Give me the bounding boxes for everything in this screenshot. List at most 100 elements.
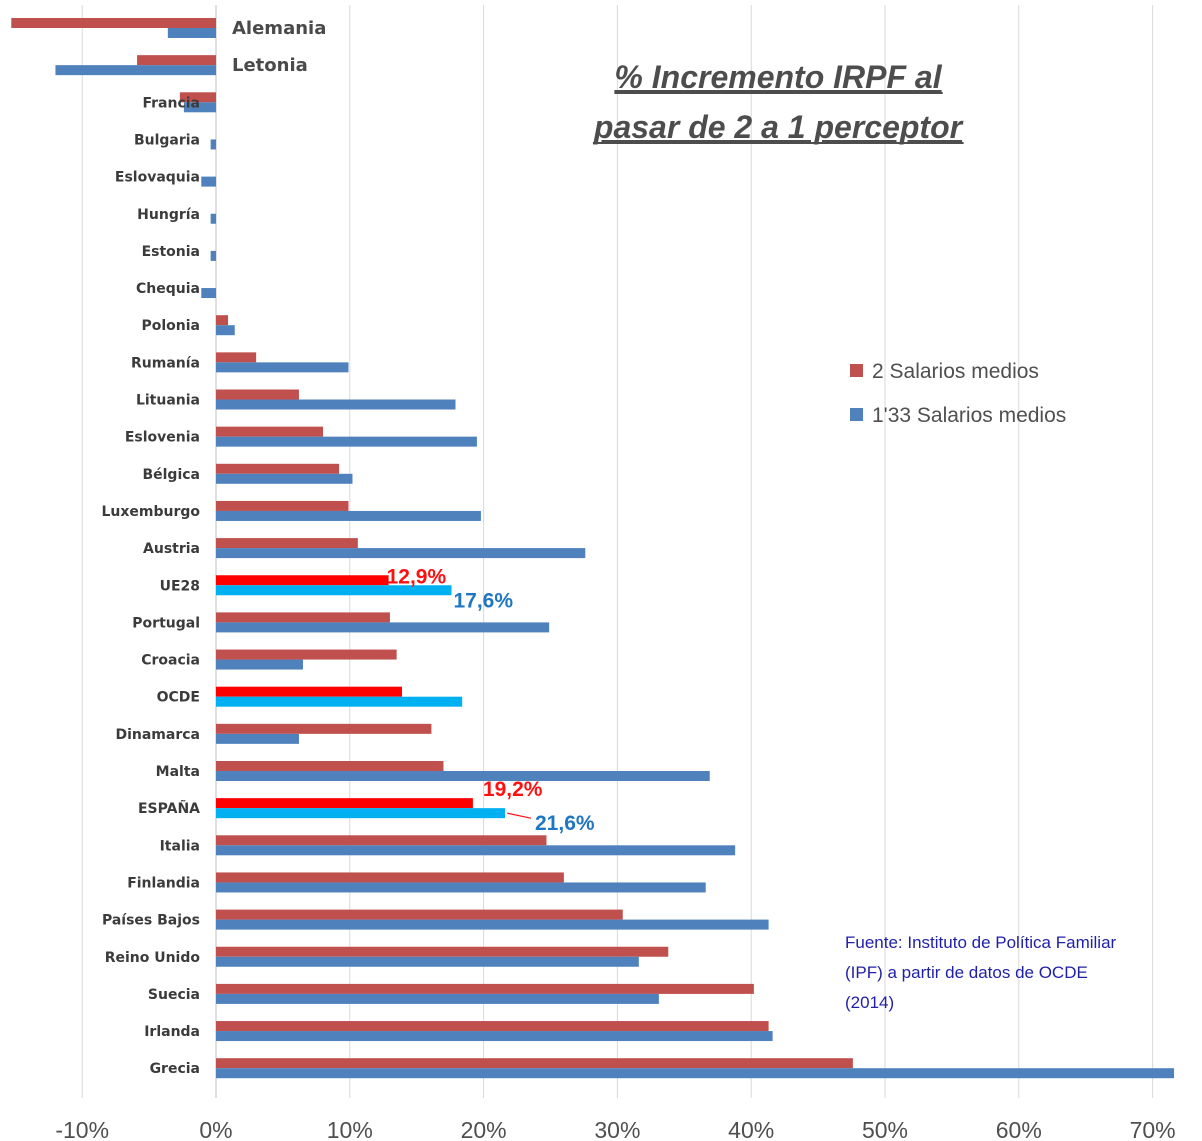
bar-chequia-series-2 bbox=[201, 288, 216, 299]
data-label-espana-series-1: 19,2% bbox=[483, 778, 543, 801]
annotation-leader-line bbox=[506, 812, 532, 819]
bar-suecia-series-1 bbox=[216, 983, 754, 994]
bar-eslovenia-series-1 bbox=[216, 426, 324, 437]
category-label: Polonia bbox=[141, 318, 200, 334]
bar-finlandia-series-2 bbox=[216, 882, 706, 893]
source-note-line-1: Fuente: Instituto de Política Familiar bbox=[845, 933, 1117, 952]
category-label: Luxemburgo bbox=[101, 504, 200, 520]
data-label-ue28-series-2: 17,6% bbox=[453, 589, 513, 612]
bar-finlandia-series-1 bbox=[216, 872, 564, 883]
bar-francia-series-1 bbox=[179, 92, 216, 103]
legend: 2 Salarios medios 1'33 Salarios medios bbox=[850, 360, 1066, 427]
bar-espana-series-1 bbox=[216, 798, 473, 809]
bar-reino-unido-series-2 bbox=[216, 956, 639, 967]
source-note: Fuente: Instituto de Política Familiar (… bbox=[845, 933, 1117, 1012]
category-label: Suecia bbox=[148, 987, 200, 1003]
category-label: Bélgica bbox=[142, 467, 200, 483]
legend-label-133-salarios: 1'33 Salarios medios bbox=[872, 404, 1066, 427]
bar-rumania-series-1 bbox=[216, 352, 257, 363]
annotations: 12,9% 17,6% 19,2% 21,6% bbox=[387, 565, 595, 835]
bar-polonia-series-2 bbox=[216, 325, 235, 336]
category-label: Reino Unido bbox=[105, 950, 201, 966]
category-label: Estonia bbox=[142, 244, 200, 260]
bar-grecia-series-2 bbox=[216, 1068, 1175, 1079]
bar-austria-series-1 bbox=[216, 538, 358, 549]
x-tick-label: -10% bbox=[55, 1117, 109, 1141]
bar-ue28-series-2 bbox=[216, 585, 452, 596]
x-tick-label: 10% bbox=[327, 1117, 373, 1141]
category-label: Bulgaria bbox=[134, 132, 200, 148]
source-note-line-3: (2014) bbox=[845, 993, 894, 1012]
bar-bulgaria-series-2 bbox=[210, 139, 216, 150]
chart-title: % Incremento IRPF al pasar de 2 a 1 perc… bbox=[592, 59, 964, 145]
bar-malta-series-2 bbox=[216, 771, 710, 781]
bar-dinamarca-series-2 bbox=[216, 733, 299, 744]
bar-reino-unido-series-1 bbox=[216, 946, 669, 957]
category-label: Dinamarca bbox=[115, 727, 200, 743]
bar-irlanda-series-1 bbox=[216, 1021, 769, 1032]
bar-luxemburgo-series-1 bbox=[216, 500, 349, 511]
bar-alemania-series-2 bbox=[167, 28, 216, 38]
category-label: OCDE bbox=[157, 690, 200, 706]
category-label: Malta bbox=[156, 764, 200, 780]
x-tick-label: 40% bbox=[728, 1117, 774, 1141]
bar-estonia-series-2 bbox=[210, 250, 216, 261]
bar-italia-series-2 bbox=[216, 845, 736, 856]
category-label: ESPAÑA bbox=[138, 800, 200, 817]
bar-belgica-series-2 bbox=[216, 473, 353, 484]
chart-title-line-2: pasar de 2 a 1 perceptor bbox=[593, 109, 964, 145]
bar-croacia-series-2 bbox=[216, 659, 303, 670]
bar-dinamarca-series-1 bbox=[216, 723, 432, 734]
bar-croacia-series-1 bbox=[216, 649, 397, 660]
bar-eslovaquia-series-2 bbox=[201, 176, 216, 187]
bar-belgica-series-1 bbox=[216, 463, 340, 474]
category-label: Italia bbox=[160, 838, 200, 854]
bar-austria-series-2 bbox=[216, 548, 586, 559]
x-tick-label: 0% bbox=[199, 1117, 232, 1141]
category-label: Hungría bbox=[137, 207, 200, 223]
bar-hungria-series-2 bbox=[210, 213, 216, 224]
category-labels: Alemania Letonia Francia Bulgaria Eslovaquia… bbox=[101, 18, 326, 1077]
bars bbox=[11, 18, 1175, 1079]
bar-malta-series-1 bbox=[216, 761, 444, 771]
bar-luxemburgo-series-2 bbox=[216, 510, 481, 521]
x-tick-label: 60% bbox=[996, 1117, 1042, 1141]
category-label: Croacia bbox=[141, 653, 200, 669]
bar-paises-bajos-series-2 bbox=[216, 919, 769, 930]
bar-eslovenia-series-2 bbox=[216, 436, 477, 447]
category-label: Chequia bbox=[136, 281, 200, 297]
category-label: Irlanda bbox=[144, 1024, 200, 1040]
bar-ue28-series-1 bbox=[216, 575, 389, 586]
x-tick-label: 50% bbox=[862, 1117, 908, 1141]
x-axis-ticks: -10% 0% 10% 20% 30% 40% 50% 60% 70% bbox=[55, 1117, 1175, 1141]
category-label: Grecia bbox=[150, 1061, 200, 1077]
category-label: Eslovenia bbox=[125, 430, 200, 446]
bar-letonia-series-1 bbox=[137, 55, 216, 66]
category-label: Francia bbox=[142, 95, 200, 111]
bar-alemania-series-1 bbox=[11, 18, 217, 28]
category-label: UE28 bbox=[160, 578, 200, 594]
data-label-espana-series-2: 21,6% bbox=[535, 812, 595, 835]
x-tick-label: 70% bbox=[1130, 1117, 1176, 1141]
bar-letonia-series-2 bbox=[55, 65, 216, 76]
category-label: Eslovaquia bbox=[115, 170, 200, 186]
chart-title-line-1: % Incremento IRPF al bbox=[614, 59, 942, 95]
bar-suecia-series-2 bbox=[216, 993, 659, 1004]
category-label: Rumanía bbox=[131, 355, 200, 371]
category-label: Portugal bbox=[132, 615, 200, 631]
bar-grecia-series-1 bbox=[216, 1058, 853, 1069]
bar-irlanda-series-2 bbox=[216, 1031, 773, 1042]
category-label: Lituania bbox=[136, 393, 200, 409]
bar-polonia-series-1 bbox=[216, 315, 229, 326]
category-label: Letonia bbox=[232, 55, 308, 76]
bar-ocde-series-2 bbox=[216, 696, 463, 707]
legend-swatch-2-salarios bbox=[850, 364, 863, 377]
data-label-ue28-series-1: 12,9% bbox=[387, 565, 447, 588]
category-label: Alemania bbox=[232, 18, 326, 39]
bar-italia-series-1 bbox=[216, 835, 547, 846]
x-tick-label: 30% bbox=[594, 1117, 640, 1141]
category-label: Austria bbox=[143, 541, 200, 557]
source-note-line-2: (IPF) a partir de datos de OCDE bbox=[845, 963, 1088, 982]
